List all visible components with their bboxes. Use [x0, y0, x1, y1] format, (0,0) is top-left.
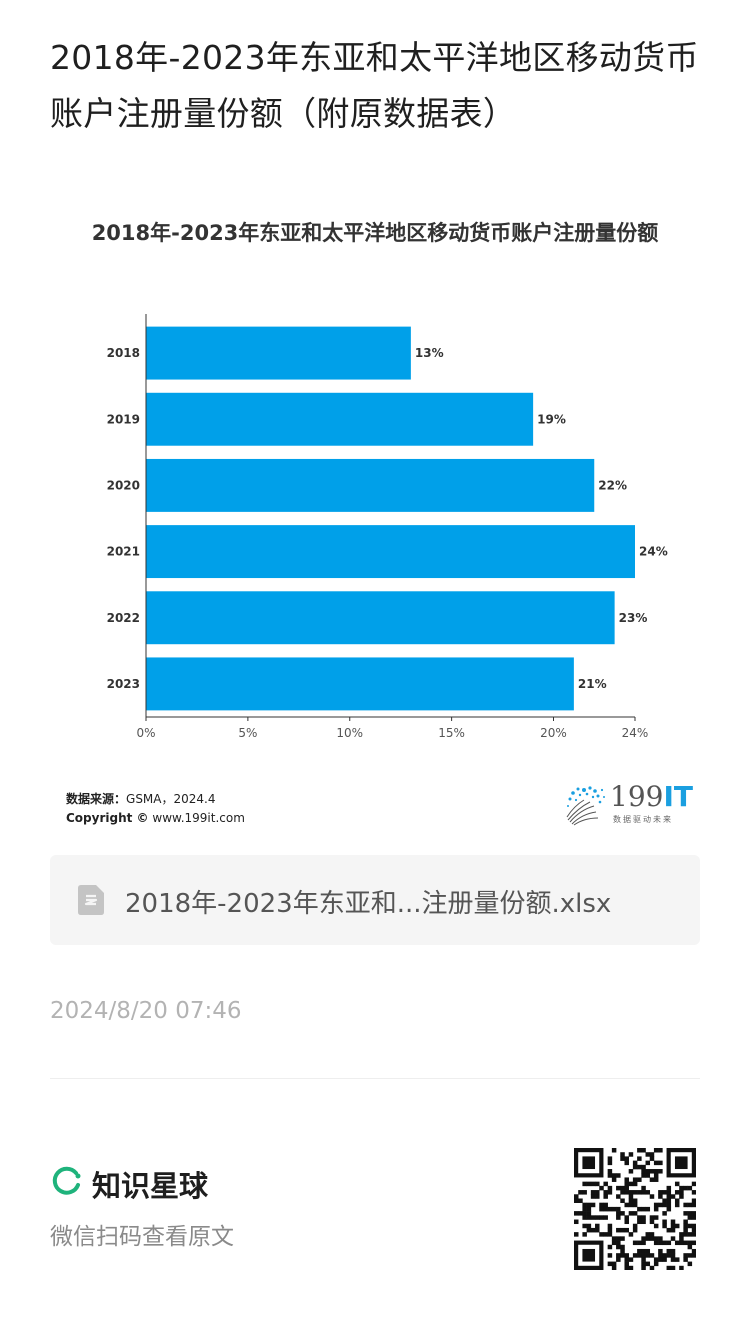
bar-2019 — [146, 392, 534, 446]
199it-logo: 199IT 数据驱动未来 — [560, 780, 693, 830]
x-tick-label: 15% — [438, 726, 465, 740]
bar-2020 — [146, 458, 595, 512]
category-label-2020: 2020 — [107, 478, 140, 492]
bar-chart: 2018 13% 2019 19% 2020 22% 2021 24% 2022 23% 2023 2… — [107, 314, 668, 740]
attachment-file-name: 2018年-2023年东亚和...注册量份额.xlsx — [125, 889, 612, 919]
copyright-site: www.199it.com — [152, 811, 245, 825]
bar-2018 — [146, 326, 411, 380]
copyright-label: Copyright © — [66, 811, 149, 825]
dandelion-icon — [566, 786, 605, 826]
category-label-2019: 2019 — [107, 412, 140, 426]
category-label-2023: 2023 — [107, 677, 140, 691]
x-tick-label: 24% — [622, 726, 649, 740]
copyright-line: Copyright © www.199it.com — [66, 811, 245, 825]
category-label-2018: 2018 — [107, 346, 140, 360]
x-tick-label: 20% — [540, 726, 567, 740]
attachment-file-card[interactable]: 2018年-2023年东亚和...注册量份额.xlsx — [50, 855, 700, 945]
spreadsheet-file-icon — [78, 885, 104, 915]
bar-2021 — [146, 525, 635, 579]
bar-2023 — [146, 657, 574, 711]
value-label-2018: 13% — [415, 346, 444, 360]
app-name: 知识星球 — [92, 1169, 209, 1203]
category-label-2021: 2021 — [107, 545, 140, 559]
data-source-label: 数据来源： — [66, 792, 127, 806]
x-tick-label: 0% — [136, 726, 155, 740]
data-source-value: GSMA，2024.4 — [126, 792, 216, 806]
value-label-2022: 23% — [619, 611, 648, 625]
bar-2022 — [146, 591, 615, 645]
page-title: 2018年-2023年东亚和太平洋地区移动货币账户注册量份额（附原数据表） — [50, 38, 699, 133]
data-source: 数据来源：GSMA，2024.4 — [66, 790, 215, 807]
zsxq-logo: 知识星球 — [50, 1163, 250, 1203]
category-label-2022: 2022 — [107, 611, 140, 625]
value-label-2021: 24% — [639, 545, 668, 559]
scan-hint: 微信扫码查看原文 — [50, 1224, 234, 1250]
qr-code[interactable] — [574, 1148, 696, 1270]
chart-title: 2018年-2023年东亚和太平洋地区移动货币账户注册量份额 — [91, 221, 659, 245]
x-tick-label: 10% — [336, 726, 363, 740]
chart-card: 2018年-2023年东亚和太平洋地区移动货币账户注册量份额 2018 13% 20… — [50, 205, 700, 845]
brand-tagline: 数据驱动未来 — [613, 815, 673, 824]
value-label-2020: 22% — [598, 478, 627, 492]
divider — [50, 1078, 700, 1079]
post-timestamp: 2024/8/20 07:46 — [50, 998, 242, 1024]
value-label-2023: 21% — [578, 677, 607, 691]
x-tick-label: 5% — [238, 726, 257, 740]
planet-ring-icon — [52, 1166, 81, 1195]
brand-name: 199IT — [610, 780, 693, 813]
value-label-2019: 19% — [537, 412, 566, 426]
